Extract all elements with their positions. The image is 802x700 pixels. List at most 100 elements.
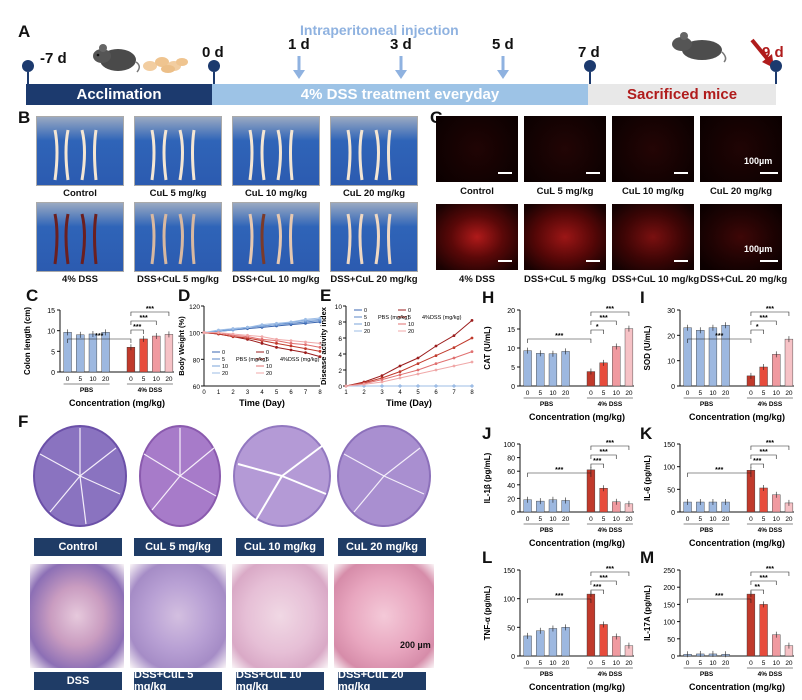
legend-label: 0	[364, 308, 367, 314]
data-point	[416, 356, 420, 360]
group-label: PBS	[700, 401, 714, 408]
significance-bracket	[527, 598, 592, 603]
significance-bracket	[590, 571, 630, 576]
panel-label-j: J	[482, 424, 492, 443]
data-point	[275, 321, 278, 325]
bar	[536, 353, 545, 387]
y-tick-label: 50	[667, 487, 675, 494]
colon-photo	[330, 116, 418, 186]
significance-bracket	[750, 571, 790, 576]
x-axis-label: Time (Day)	[239, 398, 285, 408]
series-line	[345, 337, 473, 387]
x-tick-label: 20	[722, 660, 730, 667]
y-tick-label: 0	[51, 370, 55, 377]
experimental-timeline: Intraperitoneal injection -7 d 0 d 1 d 3…	[0, 0, 802, 108]
fluorescence-image	[612, 204, 694, 270]
x-tick-label: 20	[785, 390, 793, 397]
significance-label: ***	[133, 324, 141, 331]
significance-label: ***	[715, 467, 723, 474]
bar	[772, 634, 781, 657]
x-tick-label: 5	[602, 390, 606, 397]
colon-caption: CuL 20 mg/kg	[342, 188, 406, 199]
bar	[599, 624, 608, 657]
x-tick-label: 5	[698, 660, 702, 667]
panel-label-a: A	[18, 22, 31, 41]
legend-label: 0	[408, 308, 411, 314]
panel-label-m: M	[640, 548, 655, 567]
x-tick-label: 0	[686, 660, 690, 667]
histology-label: DSS+CuL 10 mg/kg	[236, 669, 324, 693]
significance-label: ***	[593, 584, 601, 591]
data-point	[304, 317, 307, 321]
data-point	[289, 348, 293, 352]
x-axis-label: Concentration (mg/kg)	[529, 412, 625, 422]
significance-label: ***	[715, 593, 723, 600]
y-axis-label: Disease activity index	[319, 306, 328, 385]
histology-image	[130, 564, 226, 668]
histology-image	[33, 425, 127, 527]
scale-bar	[498, 172, 512, 174]
day-label: 3 d	[390, 36, 412, 53]
data-point	[398, 373, 402, 377]
legend-group-label: 4%DSS (mg/kg)	[422, 315, 462, 321]
histology-label: DSS	[34, 672, 122, 690]
bar	[548, 628, 558, 657]
y-tick-label: 0	[671, 384, 675, 391]
y-tick-label: 150	[503, 568, 515, 575]
y-tick-label: 50	[507, 625, 515, 632]
scale-bar	[674, 260, 688, 262]
y-tick-label: 0	[671, 654, 675, 661]
x-tick-label: 3	[246, 390, 250, 396]
x-tick-label: 1	[217, 390, 221, 396]
chart-sod: 0 10 20 30 0 5 10 20 0 5 10 20 PBS 4% DSS Concentratio…	[643, 306, 794, 422]
colon-caption: DSS+CuL 20 mg/kg	[330, 274, 418, 285]
data-point	[289, 344, 293, 348]
y-tick-label: 10	[667, 359, 675, 366]
data-point	[452, 334, 456, 337]
y-tick-label: 80	[507, 456, 515, 463]
data-point	[304, 343, 307, 347]
data-point	[260, 323, 264, 327]
y-tick-label: 100	[663, 620, 675, 627]
significance-label: ***	[606, 440, 614, 447]
scale-bar	[586, 172, 600, 174]
x-tick-label: 0	[202, 390, 206, 396]
scale-bar	[498, 260, 512, 262]
x-axis-label: Concentration (mg/kg)	[689, 412, 785, 422]
group-label: PBS	[540, 671, 554, 678]
y-axis-label: IL-1β (pg/mL)	[483, 452, 492, 503]
bar	[63, 332, 72, 373]
significance-label: ***	[766, 306, 774, 313]
y-tick-label: 0	[671, 510, 675, 517]
colon-photo	[36, 202, 124, 272]
data-point	[470, 319, 474, 322]
food-pellets-icon	[143, 57, 188, 73]
data-point	[398, 364, 402, 368]
group-label: 4% DSS	[598, 401, 623, 408]
x-tick-label: 20	[785, 516, 793, 523]
x-tick-label: 8	[470, 390, 474, 396]
chart-cat: 0 5 10 15 20 0 5 10 20 0 5 10 20 PBS 4% DSS Concentrati…	[483, 306, 634, 422]
x-tick-label: 7	[452, 390, 456, 396]
data-point	[304, 340, 307, 344]
significance-label: ***	[146, 306, 154, 313]
colon-caption: Control	[63, 188, 97, 199]
y-tick-label: 120	[189, 304, 200, 311]
bar	[696, 330, 705, 387]
significance-label: ***	[606, 566, 614, 573]
colon-photo	[232, 202, 320, 272]
dead-mouse-icon	[672, 32, 727, 63]
chart-colon-length: 0 5 10 15 0 5 10 20 0 5 10 20 PBS 4% DSS Concentration…	[23, 306, 174, 408]
legend-label: 20	[408, 329, 414, 335]
significance-label: ***	[715, 333, 723, 340]
data-point	[289, 341, 293, 345]
group-label: PBS	[540, 401, 554, 408]
x-axis-label: Concentration (mg/kg)	[689, 538, 785, 548]
data-point	[452, 356, 456, 360]
bar	[599, 362, 608, 387]
day-label: 5 d	[492, 36, 514, 53]
injection-arrow-icon	[395, 56, 407, 79]
day-label: 9 d	[762, 44, 784, 61]
y-tick-label: 6	[338, 336, 342, 343]
x-tick-label: 10	[773, 660, 781, 667]
